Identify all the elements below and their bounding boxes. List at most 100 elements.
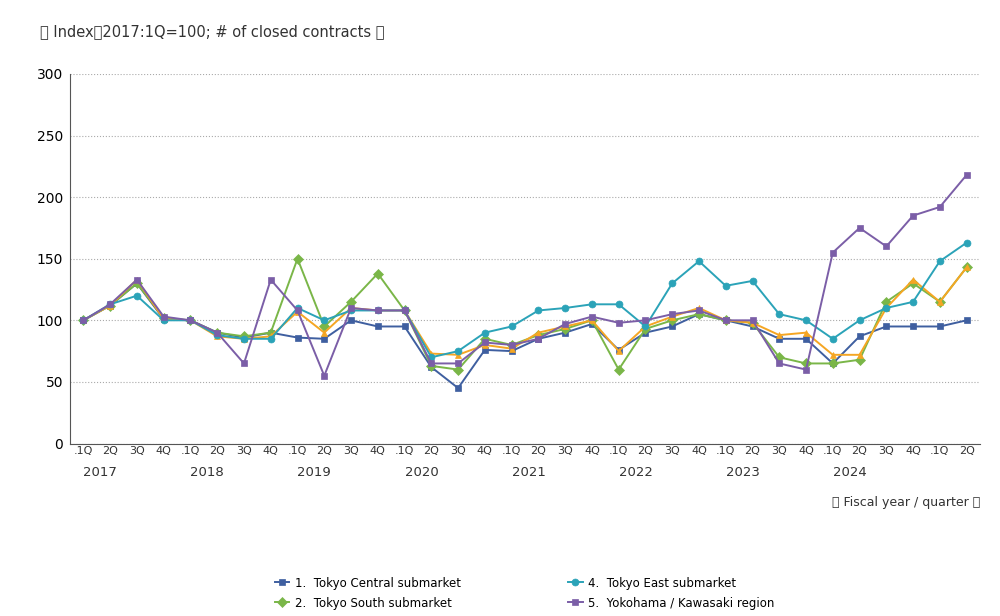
3.  Tokyo North / West and  submarket <box>854 351 866 359</box>
5.  Yokohama / Kawasaki region <box>238 360 250 367</box>
2.  Tokyo South submarket <box>746 319 759 326</box>
4.  Tokyo East submarket <box>479 329 491 336</box>
Text: 2018: 2018 <box>190 466 224 479</box>
5.  Yokohama / Kawasaki region <box>318 372 330 379</box>
4.  Tokyo East submarket <box>934 257 946 265</box>
2.  Tokyo South submarket <box>854 356 866 363</box>
Text: 2024: 2024 <box>833 466 867 479</box>
4.  Tokyo East submarket <box>961 239 973 246</box>
2.  Tokyo South submarket <box>961 264 973 271</box>
1.  Tokyo Central submarket <box>532 335 544 342</box>
5.  Yokohama / Kawasaki region <box>961 171 973 179</box>
3.  Tokyo North / West and  submarket <box>452 351 464 359</box>
1.  Tokyo Central submarket <box>211 329 223 336</box>
1.  Tokyo Central submarket <box>880 323 892 330</box>
3.  Tokyo North / West and  submarket <box>211 333 223 340</box>
4.  Tokyo East submarket <box>532 307 544 314</box>
5.  Yokohama / Kawasaki region <box>827 249 839 256</box>
Line: 5.  Yokohama / Kawasaki region: 5. Yokohama / Kawasaki region <box>80 171 970 379</box>
1.  Tokyo Central submarket <box>479 346 491 354</box>
3.  Tokyo North / West and  submarket <box>238 335 250 342</box>
1.  Tokyo Central submarket <box>372 323 384 330</box>
4.  Tokyo East submarket <box>693 257 705 265</box>
Text: 2019: 2019 <box>298 466 331 479</box>
4.  Tokyo East submarket <box>666 280 678 287</box>
4.  Tokyo East submarket <box>184 317 196 324</box>
3.  Tokyo North / West and  submarket <box>800 329 812 336</box>
4.  Tokyo East submarket <box>292 304 304 312</box>
3.  Tokyo North / West and  submarket <box>880 304 892 312</box>
1.  Tokyo Central submarket <box>265 329 277 336</box>
3.  Tokyo North / West and  submarket <box>104 302 116 309</box>
2.  Tokyo South submarket <box>425 362 437 370</box>
5.  Yokohama / Kawasaki region <box>746 317 759 324</box>
2.  Tokyo South submarket <box>158 314 170 322</box>
5.  Yokohama / Kawasaki region <box>613 319 625 326</box>
1.  Tokyo Central submarket <box>292 334 304 341</box>
5.  Yokohama / Kawasaki region <box>666 310 678 318</box>
3.  Tokyo North / West and  submarket <box>345 304 357 312</box>
3.  Tokyo North / West and  submarket <box>907 276 919 283</box>
4.  Tokyo East submarket <box>265 335 277 342</box>
5.  Yokohama / Kawasaki region <box>880 243 892 250</box>
3.  Tokyo North / West and  submarket <box>559 323 571 330</box>
1.  Tokyo Central submarket <box>907 323 919 330</box>
1.  Tokyo Central submarket <box>934 323 946 330</box>
5.  Yokohama / Kawasaki region <box>292 307 304 314</box>
1.  Tokyo Central submarket <box>746 323 759 330</box>
5.  Yokohama / Kawasaki region <box>211 329 223 336</box>
4.  Tokyo East submarket <box>425 354 437 361</box>
2.  Tokyo South submarket <box>131 280 143 287</box>
Text: 2020: 2020 <box>405 466 438 479</box>
4.  Tokyo East submarket <box>238 335 250 342</box>
3.  Tokyo North / West and  submarket <box>934 298 946 306</box>
4.  Tokyo East submarket <box>854 317 866 324</box>
4.  Tokyo East submarket <box>639 323 651 330</box>
3.  Tokyo North / West and  submarket <box>184 317 196 324</box>
2.  Tokyo South submarket <box>345 298 357 306</box>
5.  Yokohama / Kawasaki region <box>184 317 196 324</box>
4.  Tokyo East submarket <box>827 335 839 342</box>
1.  Tokyo Central submarket <box>720 317 732 324</box>
2.  Tokyo South submarket <box>452 366 464 373</box>
2.  Tokyo South submarket <box>559 325 571 333</box>
1.  Tokyo Central submarket <box>77 317 89 324</box>
1.  Tokyo Central submarket <box>773 335 785 342</box>
3.  Tokyo North / West and  submarket <box>399 307 411 314</box>
4.  Tokyo East submarket <box>211 331 223 339</box>
2.  Tokyo South submarket <box>532 331 544 339</box>
5.  Yokohama / Kawasaki region <box>639 317 651 324</box>
2.  Tokyo South submarket <box>479 335 491 342</box>
2.  Tokyo South submarket <box>318 323 330 330</box>
2.  Tokyo South submarket <box>827 360 839 367</box>
3.  Tokyo North / West and  submarket <box>666 313 678 320</box>
2.  Tokyo South submarket <box>506 341 518 349</box>
Line: 1.  Tokyo Central submarket: 1. Tokyo Central submarket <box>80 280 970 392</box>
5.  Yokohama / Kawasaki region <box>104 301 116 308</box>
5.  Yokohama / Kawasaki region <box>506 341 518 349</box>
1.  Tokyo Central submarket <box>854 333 866 340</box>
3.  Tokyo North / West and  submarket <box>479 341 491 349</box>
4.  Tokyo East submarket <box>506 323 518 330</box>
5.  Yokohama / Kawasaki region <box>559 320 571 328</box>
2.  Tokyo South submarket <box>773 354 785 361</box>
4.  Tokyo East submarket <box>559 304 571 312</box>
3.  Tokyo North / West and  submarket <box>506 345 518 352</box>
3.  Tokyo North / West and  submarket <box>961 264 973 271</box>
1.  Tokyo Central submarket <box>184 317 196 324</box>
5.  Yokohama / Kawasaki region <box>452 360 464 367</box>
2.  Tokyo South submarket <box>184 317 196 324</box>
2.  Tokyo South submarket <box>211 329 223 336</box>
5.  Yokohama / Kawasaki region <box>586 313 598 320</box>
5.  Yokohama / Kawasaki region <box>532 335 544 342</box>
1.  Tokyo Central submarket <box>639 329 651 336</box>
3.  Tokyo North / West and  submarket <box>372 307 384 314</box>
3.  Tokyo North / West and  submarket <box>77 317 89 324</box>
Text: 2022: 2022 <box>619 466 653 479</box>
4.  Tokyo East submarket <box>104 301 116 308</box>
Line: 2.  Tokyo South submarket: 2. Tokyo South submarket <box>80 255 970 373</box>
3.  Tokyo North / West and  submarket <box>827 351 839 359</box>
2.  Tokyo South submarket <box>613 366 625 373</box>
2.  Tokyo South submarket <box>238 333 250 340</box>
2.  Tokyo South submarket <box>372 270 384 277</box>
